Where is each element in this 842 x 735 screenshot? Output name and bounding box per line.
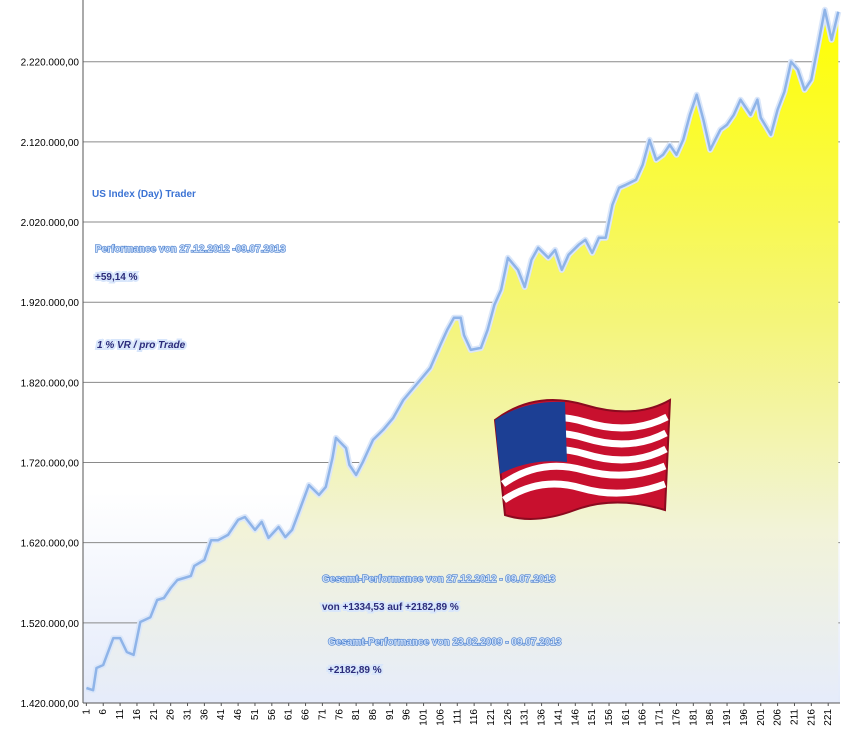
- x-tick-label: 201: [756, 709, 767, 726]
- y-tick-label: 2.020.000,00: [21, 218, 80, 229]
- annotation: Gesamt-Performance von 27.12.2012 - 09.0…: [322, 574, 556, 585]
- x-tick-label: 36: [199, 709, 210, 721]
- x-tick-label: 126: [503, 709, 514, 726]
- x-tick-label: 86: [368, 709, 379, 721]
- y-tick-label: 2.220.000,00: [21, 58, 80, 69]
- x-tick-label: 206: [773, 709, 784, 726]
- x-tick-label: 41: [216, 709, 227, 721]
- x-tick-label: 151: [587, 709, 598, 726]
- x-tick-label: 21: [149, 709, 160, 721]
- x-tick-label: 191: [722, 709, 733, 726]
- annotation: von +1334,53 auf +2182,89 %: [322, 602, 459, 613]
- x-tick-label: 61: [284, 709, 295, 721]
- x-tick-label: 181: [688, 709, 699, 726]
- x-tick-label: 111: [452, 709, 463, 725]
- area: [86, 9, 839, 704]
- x-tick-label: 31: [183, 709, 194, 721]
- y-tick-label: 2.120.000,00: [21, 138, 80, 149]
- x-tick-label: 46: [233, 709, 244, 721]
- x-tick-label: 166: [638, 709, 649, 726]
- annotation: Gesamt-Performance von 23.02.2009 - 09.0…: [328, 637, 562, 648]
- x-tick-label: 26: [166, 709, 177, 721]
- logo: [493, 398, 672, 520]
- x-tick-label: 221: [823, 709, 834, 726]
- x-tick-label: 116: [469, 709, 480, 725]
- x-tick-label: 141: [553, 709, 564, 726]
- x-tick-label: 216: [806, 709, 817, 726]
- x-tick-label: 121: [486, 709, 497, 726]
- x-tick-label: 156: [604, 709, 615, 726]
- y-tick-label: 1.520.000,00: [21, 619, 80, 630]
- annotation: +59,14 %: [95, 272, 138, 283]
- annotation: +2182,89 %: [328, 665, 382, 676]
- x-tick-label: 96: [402, 709, 413, 721]
- x-tick-label: 71: [317, 709, 328, 721]
- x-tick-label: 101: [419, 709, 430, 726]
- plot: [83, 6, 842, 704]
- y-tick-label: 1.720.000,00: [21, 459, 80, 470]
- x-tick-label: 161: [621, 709, 632, 726]
- x-tick-label: 1: [81, 709, 92, 715]
- x-tick-label: 131: [520, 709, 531, 726]
- annotation: 1 % VR / pro Trade: [97, 340, 186, 351]
- x-tick-label: 196: [739, 709, 750, 726]
- x-tick-label: 91: [385, 709, 396, 721]
- y-tick-label: 1.420.000,00: [21, 699, 80, 710]
- x-tick-label: 106: [435, 709, 446, 726]
- annotation: Performance von 27.12.2012 -09.07.2013: [95, 244, 286, 255]
- y-tick-label: 1.920.000,00: [21, 298, 80, 309]
- x-tick-label: 146: [570, 709, 581, 726]
- x-tick-label: 76: [334, 709, 345, 721]
- x-tick-label: 211: [789, 709, 800, 725]
- chart-title: US Index (Day) Trader: [92, 189, 196, 200]
- x-tick-label: 56: [267, 709, 278, 721]
- x-tick-label: 6: [98, 709, 109, 715]
- x-tick-label: 16: [132, 709, 143, 721]
- y-tick-label: 1.620.000,00: [21, 539, 80, 550]
- line: [86, 8, 840, 692]
- x-tick-label: 171: [655, 709, 666, 726]
- x-tick-label: 136: [537, 709, 548, 726]
- x-tick-label: 81: [351, 709, 362, 721]
- x-tick-label: 186: [705, 709, 716, 726]
- x-tick-label: 51: [250, 709, 261, 721]
- x-tick-label: 176: [671, 709, 682, 726]
- x-tick-label: 11: [115, 709, 126, 720]
- y-tick-label: 1.820.000,00: [21, 378, 80, 389]
- x-tick-label: 66: [301, 709, 312, 721]
